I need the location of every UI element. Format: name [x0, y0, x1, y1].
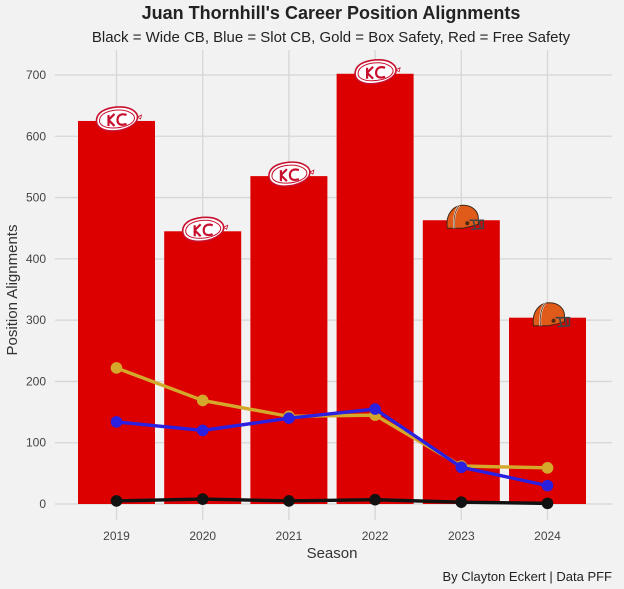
bar-free-safety-2022 — [336, 73, 414, 504]
x-tick-label: 2019 — [103, 529, 130, 543]
bar-free-safety-2021 — [250, 176, 328, 504]
bar-free-safety-2024 — [509, 317, 586, 504]
y-tick-label: 100 — [26, 436, 46, 450]
chart-caption: By Clayton Eckert | Data PFF — [442, 569, 612, 584]
point-wide-cb-2020 — [196, 493, 209, 505]
y-axis-label: Position Alignments — [4, 225, 21, 356]
point-wide-cb-2022 — [369, 493, 381, 506]
y-tick-label: 400 — [26, 252, 46, 266]
point-slot-cb-2022 — [369, 403, 381, 415]
series-lines — [110, 362, 554, 510]
point-box-safety-2020 — [196, 394, 209, 407]
chart-subtitle: Black = Wide CB, Blue = Slot CB, Gold = … — [92, 29, 571, 46]
point-wide-cb-2021 — [283, 495, 295, 507]
chiefs-logo-icon — [354, 58, 401, 85]
x-axis-label: Season — [307, 545, 358, 562]
x-tick-label: 2022 — [362, 529, 389, 543]
point-slot-cb-2024 — [541, 479, 554, 492]
y-tick-label: 700 — [26, 68, 46, 82]
bar-free-safety-2019 — [78, 120, 155, 504]
bar-free-safety-2020 — [164, 231, 242, 504]
chiefs-logo-icon — [181, 216, 229, 243]
y-tick-label: 600 — [26, 129, 46, 143]
y-tick-label: 500 — [26, 191, 46, 205]
point-slot-cb-2021 — [283, 412, 295, 425]
bar-free-safety-2023 — [422, 220, 500, 505]
chiefs-logo-icon — [95, 106, 143, 132]
series-line-wide-cb — [114, 497, 550, 506]
series-line-box-safety — [114, 366, 550, 470]
browns-helmet-icon — [446, 204, 485, 231]
x-tick-label: 2021 — [276, 529, 303, 543]
chiefs-logo-icon — [268, 161, 315, 187]
point-wide-cb-2019 — [110, 495, 123, 507]
point-wide-cb-2023 — [455, 496, 468, 508]
y-tick-label: 0 — [39, 497, 46, 511]
team-logos — [95, 58, 571, 328]
point-wide-cb-2024 — [541, 497, 554, 510]
point-slot-cb-2023 — [455, 461, 468, 474]
y-tick-label: 200 — [26, 374, 46, 388]
point-slot-cb-2019 — [110, 416, 123, 428]
chart-title: Juan Thornhill's Career Position Alignme… — [142, 3, 521, 23]
point-box-safety-2019 — [110, 362, 123, 374]
x-tick-label: 2020 — [189, 529, 216, 543]
x-tick-label: 2024 — [534, 529, 561, 543]
browns-helmet-icon — [532, 302, 571, 328]
x-tick-label: 2023 — [448, 529, 475, 543]
y-tick-label: 300 — [26, 313, 46, 327]
bars — [78, 73, 586, 505]
series-line-slot-cb — [114, 407, 550, 488]
point-box-safety-2024 — [541, 462, 554, 474]
point-slot-cb-2020 — [196, 424, 209, 437]
axes: 0 100 200 300 400 500 600 700 2019 2020 2021 2022 20… — [26, 68, 561, 543]
